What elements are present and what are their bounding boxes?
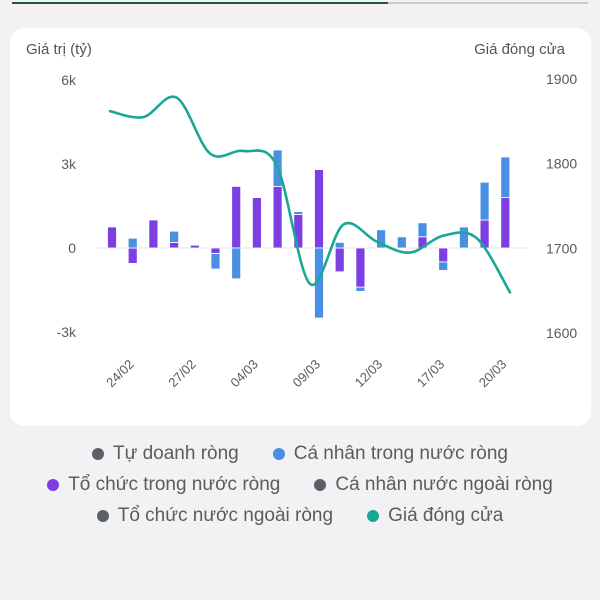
bar-to-chuc-trong-nuoc <box>231 185 242 249</box>
bar-to-chuc-trong-nuoc <box>107 226 117 249</box>
left-axis-title: Giá trị (tỷ) <box>26 41 92 58</box>
x-tick-label: 04/03 <box>227 357 261 391</box>
legend-dot-icon <box>367 509 380 522</box>
left-tick-label: 6k <box>61 72 77 88</box>
legend-item[interactable]: Tự doanh ròng <box>91 442 239 465</box>
legend-label: Cá nhân nước ngoài ròng <box>335 473 553 495</box>
left-tick-label: 0 <box>68 240 76 256</box>
bar-ca-nhan-trong-nuoc <box>169 230 180 243</box>
bar-to-chuc-trong-nuoc <box>334 247 345 273</box>
right-tick-label: 1700 <box>546 240 577 256</box>
left-tick-label: 3k <box>61 156 77 172</box>
legend-item[interactable]: Cá nhân nước ngoài ròng <box>314 473 553 496</box>
right-tick-label: 1600 <box>546 325 577 341</box>
legend-dot-icon <box>314 478 327 491</box>
legend-label: Giá đóng cửa <box>388 504 504 526</box>
legend-label: Tự doanh ròng <box>112 442 239 464</box>
x-tick-label: 09/03 <box>290 357 324 391</box>
legend-label: Cá nhân trong nước ròng <box>293 442 508 464</box>
bar-ca-nhan-trong-nuoc <box>355 286 366 292</box>
legend-row: Tự doanh ròng Cá nhân trong nước ròng <box>0 438 600 469</box>
legend-label: Tổ chức nước ngoài ròng <box>117 504 334 526</box>
bar-to-chuc-trong-nuoc <box>438 247 449 263</box>
legend-item[interactable]: Giá đóng cửa <box>367 505 503 527</box>
x-tick-label: 20/03 <box>476 357 510 391</box>
legend-dot-icon <box>47 478 60 491</box>
series-gia-dong-cua-line <box>108 95 512 294</box>
bar-to-chuc-trong-nuoc <box>500 197 511 249</box>
bar-to-chuc-trong-nuoc <box>148 219 159 249</box>
bar-ca-nhan-trong-nuoc <box>417 222 428 238</box>
bar-ca-nhan-trong-nuoc <box>334 241 345 249</box>
bar-ca-nhan-trong-nuoc <box>396 236 407 249</box>
bar-to-chuc-trong-nuoc <box>314 169 324 249</box>
x-tick-label: 17/03 <box>414 357 448 391</box>
bar-ca-nhan-trong-nuoc <box>210 253 221 270</box>
bar-ca-nhan-trong-nuoc <box>231 247 242 280</box>
legend-dot-icon <box>272 447 285 460</box>
investor-flow-chart: Giá trị (tỷ) Giá đóng cửa 6k 3k 0 -3k 1900 1800… <box>26 41 577 391</box>
bar-ca-nhan-trong-nuoc <box>376 229 387 249</box>
right-tick-label: 1900 <box>546 71 577 87</box>
legend-row: Tổ chức trong nước ròng Cá nhân nước ngoà… <box>0 469 600 500</box>
bar-ca-nhan-trong-nuoc <box>293 211 304 215</box>
bar-to-chuc-trong-nuoc <box>127 247 138 264</box>
x-tick-label: 27/02 <box>165 357 199 391</box>
legend-item[interactable]: Tổ chức trong nước ròng <box>47 474 280 496</box>
right-axis-title: Giá đóng cửa <box>474 41 566 58</box>
legend-dot-icon <box>96 509 109 522</box>
legend-row: Tổ chức nước ngoài ròng Giá đóng cửa <box>0 500 600 531</box>
bar-to-chuc-trong-nuoc <box>251 197 262 249</box>
bar-ca-nhan-trong-nuoc <box>500 156 511 198</box>
legend-dot-icon <box>91 447 104 460</box>
bar-to-chuc-trong-nuoc <box>189 244 200 249</box>
chart-legend: Tự doanh ròng Cá nhân trong nước ròng Tổ c… <box>0 438 600 531</box>
bar-to-chuc-trong-nuoc <box>169 241 180 249</box>
bar-ca-nhan-trong-nuoc <box>127 237 138 249</box>
top-tab-indicator <box>0 0 600 6</box>
bar-to-chuc-trong-nuoc <box>272 185 283 249</box>
x-tick-label: 12/03 <box>352 357 386 391</box>
bar-ca-nhan-trong-nuoc <box>458 226 469 249</box>
bar-to-chuc-trong-nuoc <box>210 247 221 254</box>
active-tab-underline <box>12 2 388 4</box>
right-tick-label: 1800 <box>546 156 577 172</box>
left-tick-label: -3k <box>57 324 77 340</box>
inactive-tab-underline <box>388 2 588 4</box>
bar-to-chuc-trong-nuoc <box>355 247 366 288</box>
legend-item[interactable]: Tổ chức nước ngoài ròng <box>96 504 334 527</box>
x-tick-label: 24/02 <box>103 357 137 391</box>
chart-card: Giá trị (tỷ) Giá đóng cửa 6k 3k 0 -3k 1900 1800… <box>10 28 591 426</box>
legend-item[interactable]: Cá nhân trong nước ròng <box>272 442 508 465</box>
legend-label: Tổ chức trong nước ròng <box>68 473 281 495</box>
bar-ca-nhan-trong-nuoc <box>438 261 449 271</box>
bar-ca-nhan-trong-nuoc <box>479 181 490 221</box>
